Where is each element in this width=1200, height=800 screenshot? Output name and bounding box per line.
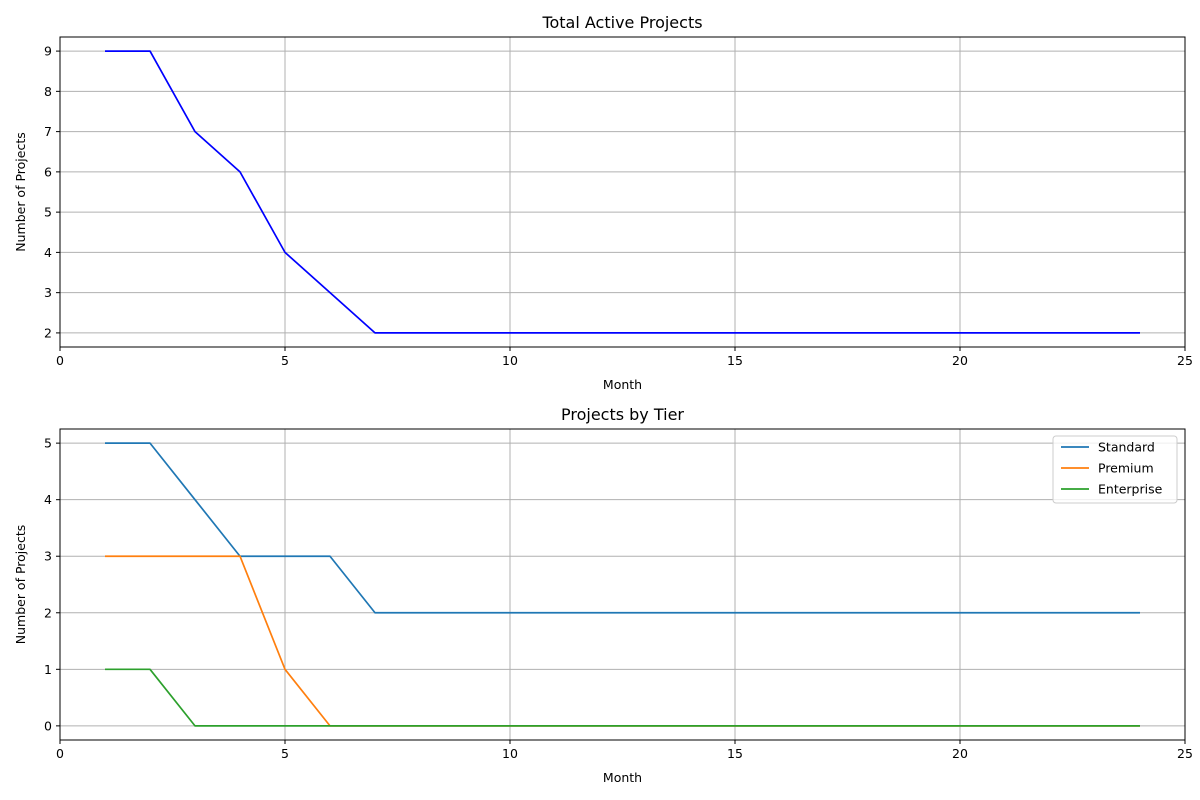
legend-box [1052, 435, 1178, 504]
y-tick-label: 0 [44, 718, 52, 733]
y-tick-label: 2 [44, 325, 52, 340]
y-axis-label: Number of Projects [13, 132, 28, 252]
grid [59, 429, 1186, 740]
y-axis-label: Number of Projects [13, 525, 28, 645]
x-tick-label: 5 [281, 353, 289, 368]
ticks: 0 5 10 15 20 25 2 3 4 5 6 7 8 9 [44, 44, 1193, 368]
x-tick-label: 25 [1177, 353, 1193, 368]
y-tick-label: 1 [44, 662, 52, 677]
series-lines [105, 50, 1140, 334]
x-tick-label: 0 [56, 353, 64, 368]
premium-line [105, 555, 1140, 727]
x-tick-label: 15 [727, 746, 743, 761]
x-tick-label: 20 [952, 353, 968, 368]
x-axis-label: Month [603, 770, 642, 785]
grid [59, 37, 1186, 347]
y-tick-label: 5 [44, 205, 52, 220]
total-active-projects-chart: 0 5 10 15 20 25 2 3 4 5 6 7 8 9 Total Active Projects… [13, 13, 1193, 392]
y-tick-label: 4 [44, 492, 52, 507]
y-tick-label: 8 [44, 84, 52, 99]
y-tick-label: 3 [44, 285, 52, 300]
legend-label: Standard [1098, 440, 1155, 455]
x-tick-label: 0 [56, 746, 64, 761]
legend-label: Premium [1098, 461, 1154, 476]
series-line [105, 50, 1140, 334]
y-tick-label: 6 [44, 164, 52, 179]
x-tick-label: 10 [502, 746, 518, 761]
x-tick-label: 10 [502, 353, 518, 368]
x-tick-label: 20 [952, 746, 968, 761]
y-tick-label: 9 [44, 44, 52, 59]
chart-title: Projects by Tier [561, 405, 684, 424]
x-axis-label: Month [603, 377, 642, 392]
standard-line [105, 442, 1140, 614]
ticks: 0 5 10 15 20 25 0 1 2 3 4 5 [44, 436, 1193, 761]
enterprise-line [105, 668, 1140, 727]
plot-frame [59, 428, 1186, 741]
x-tick-label: 5 [281, 746, 289, 761]
y-tick-label: 5 [44, 436, 52, 451]
x-tick-label: 15 [727, 353, 743, 368]
plot-frame [59, 36, 1186, 348]
series-lines [105, 442, 1140, 727]
y-tick-label: 3 [44, 549, 52, 564]
y-tick-label: 7 [44, 124, 52, 139]
y-tick-label: 4 [44, 245, 52, 260]
legend: Standard Premium Enterprise [1052, 435, 1178, 504]
x-tick-label: 25 [1177, 746, 1193, 761]
chart-title: Total Active Projects [541, 13, 702, 32]
legend-label: Enterprise [1098, 482, 1163, 497]
y-tick-label: 2 [44, 605, 52, 620]
